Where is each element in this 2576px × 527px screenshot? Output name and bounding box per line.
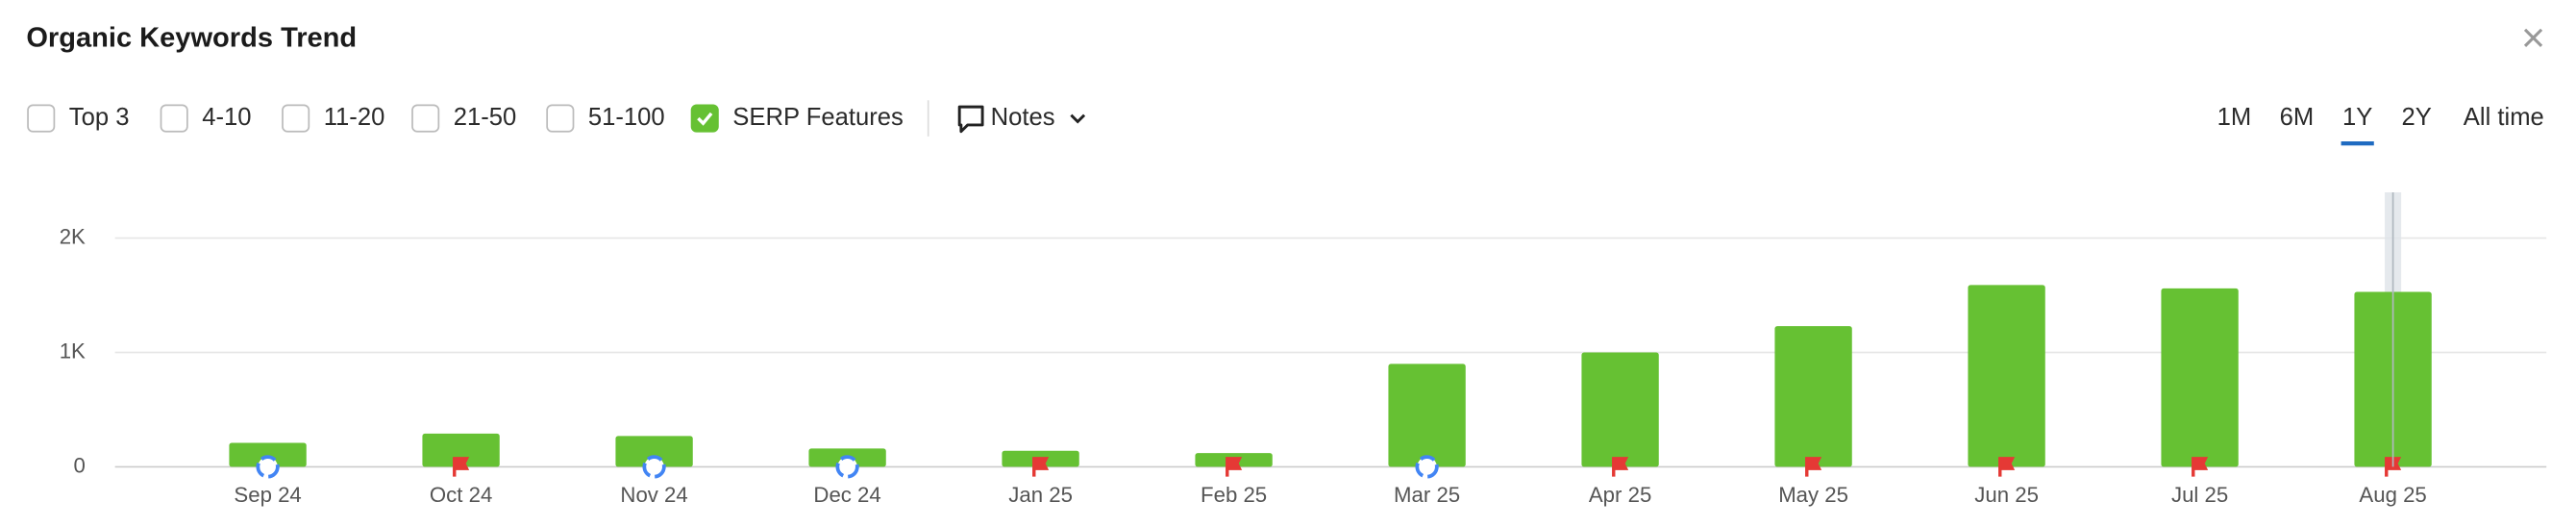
filter-label: 51-100	[588, 104, 665, 131]
period-button[interactable]: 2Y	[2402, 104, 2432, 131]
filter-checkbox[interactable]: 21-50	[411, 104, 517, 133]
period-button[interactable]: 6M	[2280, 104, 2315, 131]
bar	[1581, 352, 1659, 467]
x-tick-label: Oct 24	[430, 483, 492, 507]
google-update-icon	[1415, 455, 1439, 479]
bar	[1774, 326, 1852, 467]
note-flag-icon	[2192, 457, 2209, 477]
widget-title: Organic Keywords Trend	[26, 23, 357, 54]
x-tick-label: Sep 24	[234, 483, 301, 507]
notes-label: Notes	[991, 104, 1055, 131]
notes-button[interactable]: Notes	[957, 104, 1086, 134]
note-flag-icon	[1805, 457, 1822, 477]
checkbox	[411, 104, 440, 133]
y-tick-label: 1K	[60, 339, 86, 363]
period-button[interactable]: 1M	[2217, 104, 2252, 131]
checkbox	[160, 104, 188, 133]
bar	[2161, 288, 2239, 467]
checkbox	[690, 104, 719, 133]
x-tick-label: Jul 25	[2171, 483, 2228, 507]
x-tick-label: Jan 25	[1008, 483, 1073, 507]
filter-checkbox[interactable]: 51-100	[546, 104, 665, 133]
filter-label: SERP Features	[732, 104, 904, 131]
close-button[interactable]	[2523, 28, 2543, 47]
bar	[615, 436, 693, 467]
bar	[229, 442, 307, 467]
chevron	[1070, 113, 1086, 124]
x-tick-label: Nov 24	[620, 483, 687, 507]
checkbox	[282, 104, 310, 133]
filter-checkbox[interactable]: 11-20	[282, 104, 385, 133]
note-flag-icon	[1612, 457, 1629, 477]
bar	[422, 433, 500, 467]
filter-checkbox[interactable]: Top 3	[27, 104, 130, 133]
filter-label: Top 3	[69, 104, 130, 131]
x-tick-label: Mar 25	[1394, 483, 1460, 507]
x-tick-label: Dec 24	[813, 483, 880, 507]
notes-icon	[957, 105, 984, 134]
filter-label: 21-50	[454, 104, 517, 131]
y-tick-label: 2K	[60, 224, 86, 248]
y-tick-label: 0	[74, 453, 86, 477]
google-update-icon	[642, 455, 666, 479]
note-flag-icon	[1998, 457, 2016, 477]
x-tick-label: Feb 25	[1201, 483, 1267, 507]
filter-checkbox[interactable]: SERP Features	[690, 104, 904, 133]
x-tick-label: Jun 25	[1974, 483, 2039, 507]
x-tick-label: Apr 25	[1589, 483, 1651, 507]
filter-label: 11-20	[324, 104, 385, 131]
filter-checkbox[interactable]: 4-10	[160, 104, 252, 133]
filter-label: 4-10	[202, 104, 251, 131]
checkbox	[546, 104, 575, 133]
checkmark	[697, 112, 713, 126]
bar	[1388, 364, 1466, 467]
google-update-icon	[835, 455, 859, 479]
checkbox	[27, 104, 56, 133]
x-tick-label: Aug 25	[2359, 483, 2426, 507]
note-flag-icon	[453, 457, 470, 477]
note-flag-icon	[1226, 457, 1243, 477]
period-button[interactable]: All time	[2464, 104, 2544, 131]
bar	[1968, 285, 2045, 467]
active-underline	[2341, 141, 2374, 146]
x-tick-label: May 25	[1778, 483, 1848, 507]
google-update-icon	[256, 455, 280, 479]
period-button[interactable]: 1Y	[2342, 104, 2372, 131]
note-flag-icon	[1032, 457, 1050, 477]
